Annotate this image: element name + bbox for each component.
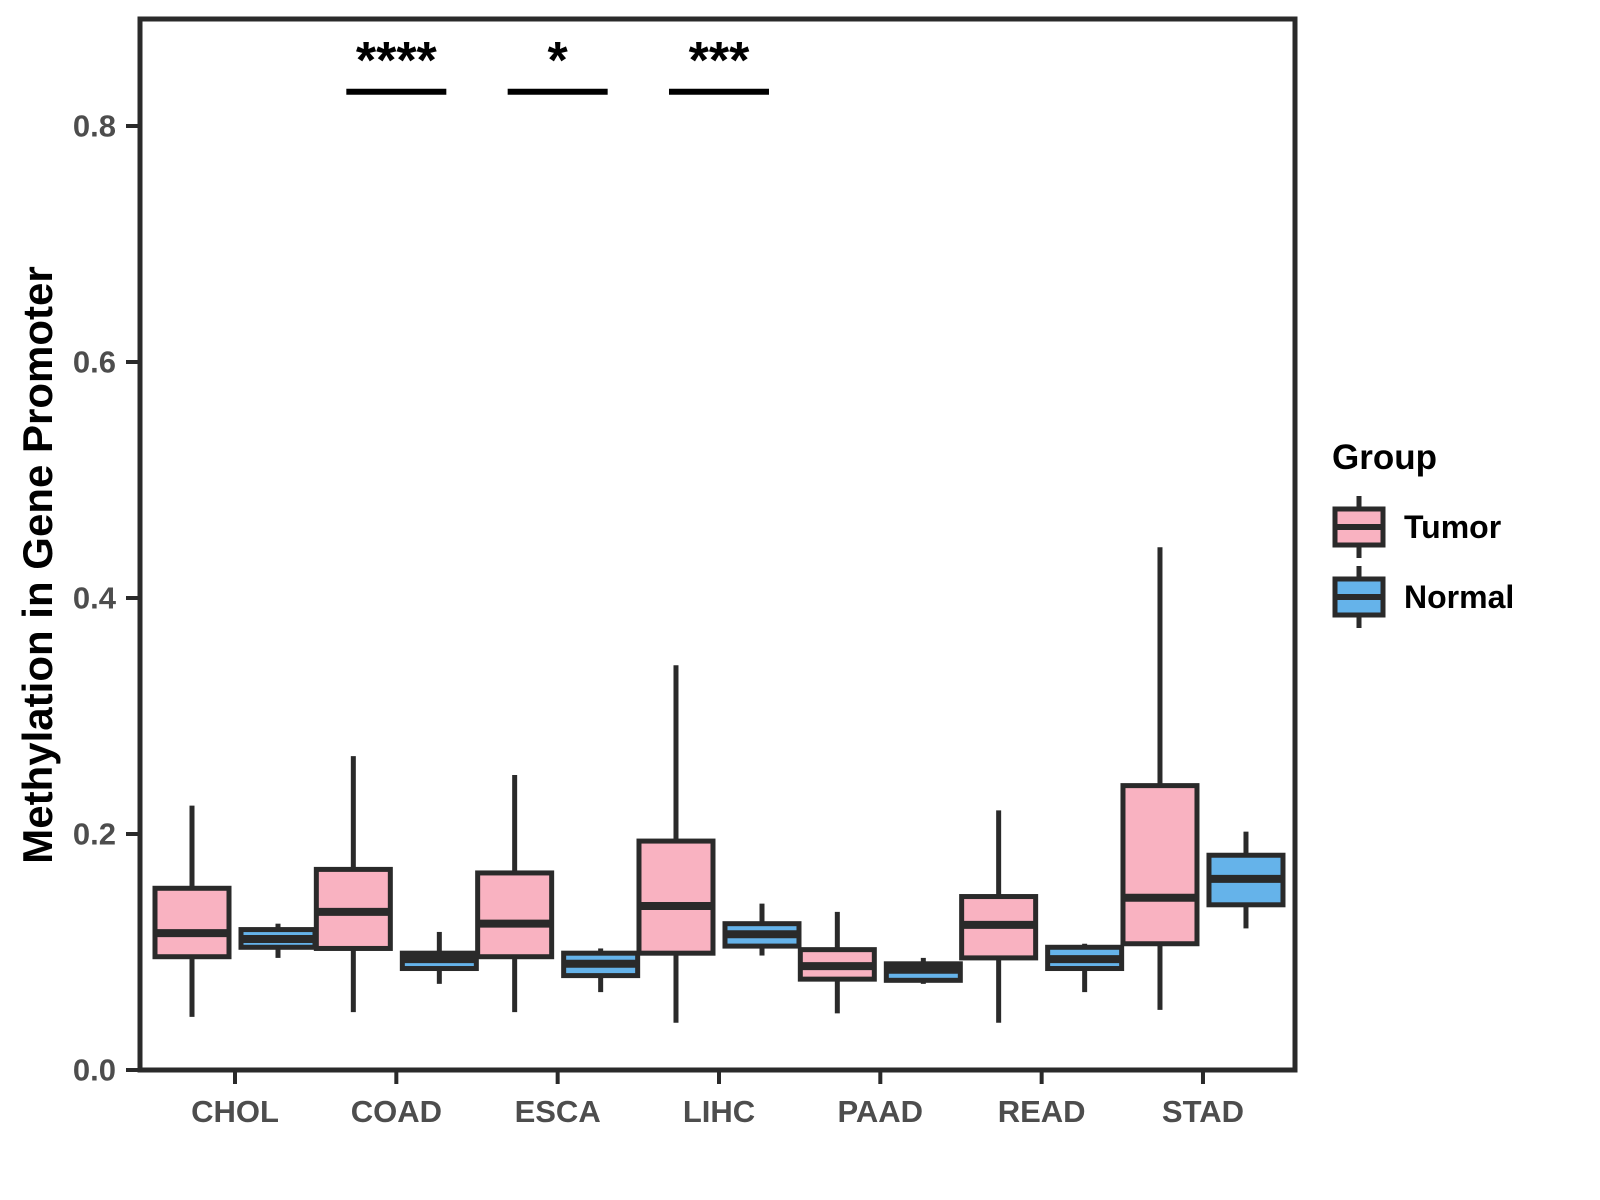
legend-entry-normal: Normal xyxy=(1330,562,1590,632)
x-tick-label: COAD xyxy=(351,1094,442,1129)
x-tick-label: LIHC xyxy=(683,1094,755,1129)
box-tumor-chol xyxy=(152,885,232,960)
x-tick-label: PAAD xyxy=(838,1094,924,1129)
y-axis-title: Methylation in Gene Promoter xyxy=(14,266,61,864)
box-tumor-stad xyxy=(1120,783,1200,947)
y-tick-label: 0.2 xyxy=(73,817,116,852)
significance-label: **** xyxy=(356,32,438,90)
x-tick-label: CHOL xyxy=(191,1094,279,1129)
x-tick-label: READ xyxy=(998,1094,1086,1129)
y-tick-label: 0.0 xyxy=(73,1053,116,1088)
legend: Group Tumor Normal xyxy=(1330,438,1590,632)
y-tick-label: 0.8 xyxy=(73,109,116,144)
significance-label: * xyxy=(548,32,569,90)
x-tick-label: ESCA xyxy=(515,1094,601,1129)
box-tumor-esca xyxy=(475,870,555,960)
normal-boxplot-swatch-icon xyxy=(1332,566,1386,628)
x-tick-label: STAD xyxy=(1162,1094,1244,1129)
legend-label-normal: Normal xyxy=(1404,578,1515,615)
box-tumor-lihc xyxy=(636,838,716,956)
legend-title: Group xyxy=(1332,438,1437,477)
legend-label-tumor: Tumor xyxy=(1404,508,1502,545)
y-tick-label: 0.6 xyxy=(73,345,116,380)
significance-label: *** xyxy=(689,32,750,90)
tumor-boxplot-swatch-icon xyxy=(1332,496,1386,558)
legend-entry-tumor: Tumor xyxy=(1330,492,1590,562)
y-tick-label: 0.4 xyxy=(73,581,117,616)
